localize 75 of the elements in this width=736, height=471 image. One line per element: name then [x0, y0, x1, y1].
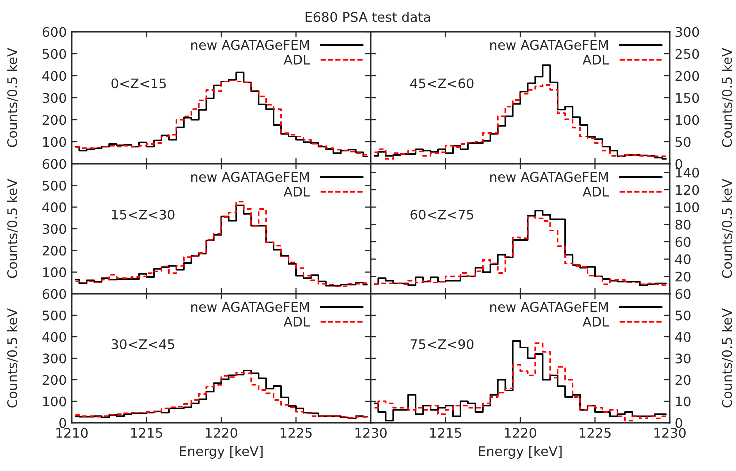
y-axis-title: Counts/0.5 keV: [722, 308, 734, 408]
legend-label: new AGATAGeFEM: [490, 172, 608, 182]
x-tick-label: 1210: [56, 428, 88, 438]
y-tick-label: 200: [42, 246, 66, 256]
y-tick-label: 40: [676, 332, 691, 342]
x-tick-label: 1225: [580, 428, 611, 438]
y-tick-label: 100: [43, 396, 66, 407]
y-tick-label: 500: [42, 49, 66, 60]
legend-label: ADL: [284, 55, 310, 65]
y-tick-label: 400: [42, 202, 66, 213]
annotation: 0<Z<15: [112, 78, 166, 89]
legend-label: ADL: [284, 187, 310, 197]
x-axis-title: Energy [keV]: [479, 446, 562, 459]
y-tick-label: 300: [42, 354, 66, 364]
y-tick-label: 60: [676, 237, 691, 248]
y-tick-label: 60: [676, 289, 691, 300]
y-tick-label: 600: [42, 27, 66, 38]
y-tick-label: 300: [676, 27, 700, 38]
y-tick-label: 120: [676, 185, 700, 196]
y-tick-label: 40: [676, 254, 691, 265]
y-tick-label: 80: [676, 220, 691, 230]
legend-label: new AGATAGeFEM: [490, 40, 608, 50]
y-axis-title: Counts/0.5 keV: [722, 48, 734, 148]
y-tick-label: 150: [676, 93, 700, 104]
legend-label: ADL: [582, 187, 610, 197]
legend-label: ADL: [582, 55, 610, 65]
legend-label: new AGATAGeFEM: [192, 40, 310, 50]
y-tick-label: 200: [676, 71, 700, 82]
annotation: 15<Z<30: [112, 210, 175, 220]
y-tick-label: 250: [676, 49, 700, 60]
y-tick-label: 140: [676, 168, 700, 178]
y-tick-label: 600: [42, 289, 66, 300]
y-tick-label: 500: [42, 180, 66, 191]
y-tick-label: 100: [43, 268, 66, 278]
x-tick-label: 1215: [430, 428, 462, 438]
y-tick-label: 20: [676, 375, 691, 386]
y-tick-label: 400: [42, 71, 66, 82]
y-tick-label: 300: [42, 93, 66, 104]
x-tick-label: 1220: [505, 428, 536, 438]
x-tick-label: 1230: [356, 428, 387, 438]
legend-label: new AGATAGeFEM: [192, 302, 310, 312]
y-tick-label: 500: [42, 310, 66, 321]
x-tick-label: 1230: [654, 428, 686, 438]
y-axis-title: Counts/0.5 keV: [7, 179, 18, 278]
annotation: 60<Z<75: [410, 210, 474, 220]
y-axis-title: Counts/0.5 keV: [722, 179, 734, 278]
y-tick-label: 300: [42, 224, 66, 234]
y-tick-label: 100: [43, 137, 66, 148]
legend-label: ADL: [284, 317, 310, 327]
y-axis-title: Counts/0.5 keV: [7, 48, 18, 148]
y-tick-label: 100: [676, 202, 700, 213]
y-tick-label: 20: [676, 272, 691, 282]
y-tick-label: 100: [676, 115, 700, 126]
legend-label: ADL: [582, 317, 610, 327]
y-axis-title: Counts/0.5 keV: [7, 308, 18, 408]
x-tick-label: 1225: [280, 428, 312, 438]
annotation: 75<Z<90: [410, 339, 474, 350]
y-tick-label: 0: [676, 418, 682, 428]
y-tick-label: 200: [42, 375, 66, 386]
chart-title: E680 PSA test data: [306, 12, 430, 22]
y-tick-label: 400: [42, 332, 66, 342]
x-tick-label: 1220: [206, 428, 238, 438]
y-tick-label: 0: [60, 418, 66, 428]
y-tick-label: 200: [42, 115, 66, 126]
legend-label: new AGATAGeFEM: [490, 302, 608, 312]
x-axis-title: Energy [keV]: [180, 446, 263, 459]
annotation: 45<Z<60: [410, 78, 474, 89]
y-tick-label: 600: [42, 159, 66, 170]
y-tick-label: 30: [676, 354, 691, 364]
x-tick-label: 1215: [131, 428, 162, 438]
y-tick-label: 50: [676, 137, 691, 148]
y-tick-label: 50: [676, 310, 691, 321]
legend-label: new AGATAGeFEM: [192, 172, 310, 182]
annotation: 30<Z<45: [112, 339, 174, 350]
y-tick-label: 10: [676, 396, 691, 407]
